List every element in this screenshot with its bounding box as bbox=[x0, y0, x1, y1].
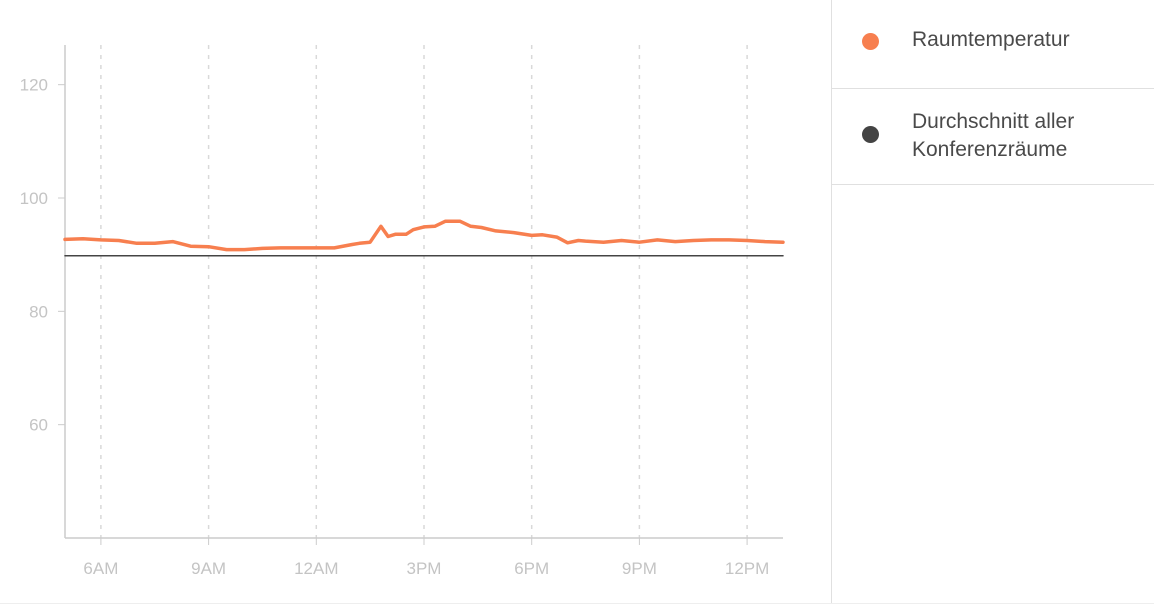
x-tick-label: 9AM bbox=[191, 559, 226, 578]
x-tick-label: 6PM bbox=[514, 559, 549, 578]
tick-labels: 6AM 9AM 12AM 3PM 6PM 9PM 12PM 60 80 100 120 bbox=[20, 76, 770, 578]
y-tick-label: 120 bbox=[20, 76, 48, 95]
x-tick-label: 6AM bbox=[83, 559, 118, 578]
legend-label: Raumtemperatur bbox=[912, 28, 1070, 51]
y-tick-label: 80 bbox=[29, 302, 48, 321]
axis-layer bbox=[58, 45, 783, 545]
x-tick-label: 3PM bbox=[407, 559, 442, 578]
series-line-raumtemperatur bbox=[63, 219, 785, 252]
legend-item-durchschnitt[interactable]: Durchschnitt aller Konferenzräume bbox=[832, 89, 1154, 185]
legend-panel: Raumtemperatur Durchschnitt aller Konfer… bbox=[831, 0, 1154, 604]
x-tick-label: 12PM bbox=[725, 559, 769, 578]
y-tick-label: 60 bbox=[29, 416, 48, 435]
chart-area: 6AM 9AM 12AM 3PM 6PM 9PM 12PM 60 80 100 120 bbox=[20, 45, 785, 578]
legend-label-line-1: Durchschnitt aller bbox=[912, 110, 1075, 133]
line-chart: 6AM 9AM 12AM 3PM 6PM 9PM 12PM 60 80 100 120 bbox=[20, 45, 785, 578]
legend-item-raumtemperatur[interactable]: Raumtemperatur bbox=[832, 0, 1154, 89]
bottom-divider bbox=[0, 603, 1154, 604]
legend-marker-dot bbox=[862, 33, 879, 50]
x-tick-label: 9PM bbox=[622, 559, 657, 578]
legend-marker-dot bbox=[862, 126, 879, 143]
grid-layer bbox=[100, 45, 748, 538]
series-layer bbox=[63, 219, 785, 257]
legend-label-line-2: Konferenzräume bbox=[912, 138, 1068, 161]
x-tick-label: 12AM bbox=[294, 559, 338, 578]
y-tick-label: 100 bbox=[20, 189, 48, 208]
